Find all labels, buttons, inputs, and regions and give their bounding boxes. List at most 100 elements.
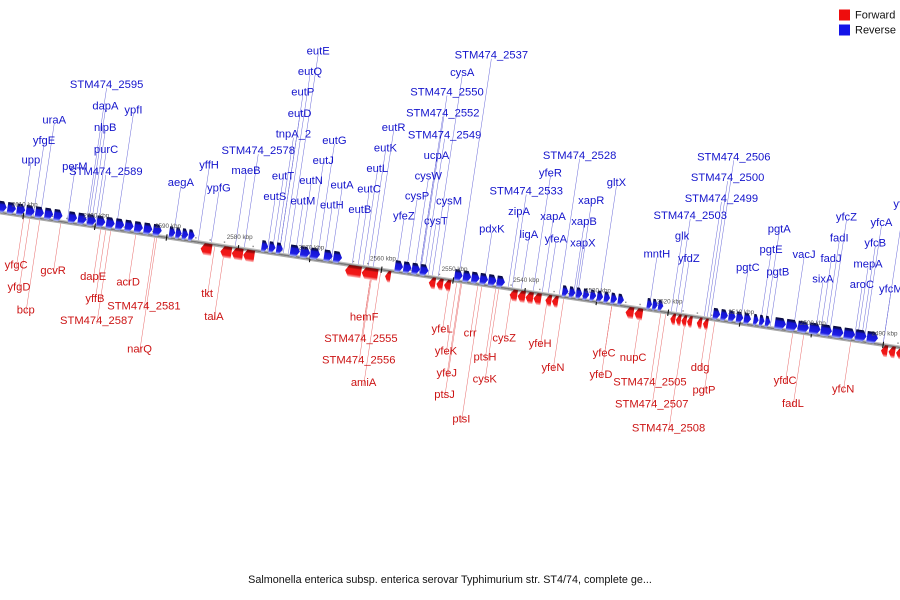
svg-text:STM474_2555: STM474_2555 xyxy=(324,333,397,345)
svg-text:pgtP: pgtP xyxy=(692,384,715,396)
svg-text:ptsI: ptsI xyxy=(452,413,470,425)
svg-text:sixA: sixA xyxy=(812,273,834,285)
svg-text:2560 kbp: 2560 kbp xyxy=(370,255,396,262)
svg-text:STM474_2506: STM474_2506 xyxy=(697,151,770,163)
svg-text:eutA: eutA xyxy=(331,179,355,191)
svg-text:pgtC: pgtC xyxy=(736,262,760,274)
svg-text:talA: talA xyxy=(204,311,224,323)
svg-text:2520 kbp: 2520 kbp xyxy=(657,298,683,305)
svg-text:yfeR: yfeR xyxy=(539,167,562,179)
svg-text:STM474_2499: STM474_2499 xyxy=(685,193,758,205)
svg-text:eutN: eutN xyxy=(299,175,323,187)
svg-text:purC: purC xyxy=(94,144,118,156)
svg-text:cysK: cysK xyxy=(473,373,498,385)
svg-text:xapR: xapR xyxy=(578,195,604,207)
svg-text:ptsH: ptsH xyxy=(473,352,496,364)
svg-text:eutG: eutG xyxy=(322,135,346,147)
svg-text:cysA: cysA xyxy=(450,67,475,79)
svg-text:narQ: narQ xyxy=(127,343,152,355)
svg-text:cysW: cysW xyxy=(415,171,443,183)
svg-text:ligA: ligA xyxy=(520,229,539,241)
svg-text:uraA: uraA xyxy=(42,115,66,127)
svg-text:ddg: ddg xyxy=(691,362,710,374)
svg-text:STM474_2581: STM474_2581 xyxy=(107,300,180,312)
svg-text:yfcA: yfcA xyxy=(871,217,893,229)
svg-text:STM474_2556: STM474_2556 xyxy=(322,354,395,366)
svg-text:yfcB: yfcB xyxy=(864,238,886,250)
svg-text:2600 kbp: 2600 kbp xyxy=(83,212,109,219)
svg-text:fadL: fadL xyxy=(782,398,804,410)
svg-text:STM474_2578: STM474_2578 xyxy=(222,145,295,157)
svg-text:ptsJ: ptsJ xyxy=(434,389,455,401)
svg-text:mntH: mntH xyxy=(643,248,670,260)
svg-text:STM474_2503: STM474_2503 xyxy=(654,210,727,222)
svg-text:cysT: cysT xyxy=(424,215,448,227)
svg-text:2590 kbp: 2590 kbp xyxy=(155,223,181,230)
svg-text:yfgD: yfgD xyxy=(7,282,30,294)
svg-text:yfcN: yfcN xyxy=(832,384,854,396)
svg-text:pgtA: pgtA xyxy=(768,223,792,235)
svg-text:yfeH: yfeH xyxy=(529,338,552,350)
svg-text:ucpA: ucpA xyxy=(424,150,450,162)
svg-text:eutC: eutC xyxy=(357,184,381,196)
svg-text:maeB: maeB xyxy=(231,165,260,177)
svg-text:dapE: dapE xyxy=(80,271,106,283)
svg-text:pdxK: pdxK xyxy=(479,224,505,236)
svg-text:yfdZ: yfdZ xyxy=(678,253,700,265)
svg-text:eutL: eutL xyxy=(366,163,388,175)
svg-text:ypfI: ypfI xyxy=(124,105,142,117)
svg-text:aegA: aegA xyxy=(168,177,195,189)
svg-text:STM474_2508: STM474_2508 xyxy=(632,423,705,435)
svg-text:yfeK: yfeK xyxy=(435,346,458,358)
svg-text:yfeN: yfeN xyxy=(541,362,564,374)
svg-text:yfcM: yfcM xyxy=(879,284,900,296)
svg-text:eutD: eutD xyxy=(288,108,312,120)
svg-text:Forward: Forward xyxy=(855,10,895,22)
svg-text:STM474_2587: STM474_2587 xyxy=(60,315,133,327)
svg-text:nupC: nupC xyxy=(620,352,647,364)
svg-text:Salmonella enterica subsp. ent: Salmonella enterica subsp. enterica sero… xyxy=(248,574,652,586)
svg-text:yfeL: yfeL xyxy=(432,323,453,335)
svg-text:gltX: gltX xyxy=(607,177,627,189)
svg-text:2530 kbp: 2530 kbp xyxy=(585,288,611,295)
svg-text:fadJ: fadJ xyxy=(820,253,841,265)
svg-text:eutB: eutB xyxy=(348,204,371,216)
svg-text:2490 kbp: 2490 kbp xyxy=(872,331,898,338)
svg-text:yffB: yffB xyxy=(85,293,104,305)
svg-text:STM474_2505: STM474_2505 xyxy=(613,376,686,388)
svg-text:yfeJ: yfeJ xyxy=(436,368,457,380)
svg-text:cysP: cysP xyxy=(405,191,429,203)
svg-text:eutS: eutS xyxy=(263,191,286,203)
svg-text:yfgE: yfgE xyxy=(33,135,55,147)
svg-text:yfeA: yfeA xyxy=(545,233,568,245)
svg-text:pgtE: pgtE xyxy=(760,244,783,256)
svg-text:STM474_2589: STM474_2589 xyxy=(69,166,142,178)
svg-text:zipA: zipA xyxy=(508,206,530,218)
svg-text:cysM: cysM xyxy=(436,196,462,208)
svg-text:dapA: dapA xyxy=(92,101,119,113)
svg-text:STM474_2595: STM474_2595 xyxy=(70,79,143,91)
svg-text:STM474_2552: STM474_2552 xyxy=(406,108,479,120)
svg-text:2550 kbp: 2550 kbp xyxy=(442,266,468,273)
svg-text:tkt: tkt xyxy=(201,288,214,300)
svg-text:xapB: xapB xyxy=(571,216,597,228)
svg-text:eutE: eutE xyxy=(307,45,330,57)
svg-text:fadI: fadI xyxy=(830,232,849,244)
svg-text:yfeC: yfeC xyxy=(593,348,616,360)
svg-text:acrD: acrD xyxy=(116,276,140,288)
svg-text:2570 kbp: 2570 kbp xyxy=(298,245,324,252)
svg-text:eutT: eutT xyxy=(272,171,295,183)
svg-text:bcp: bcp xyxy=(17,304,35,316)
svg-text:glk: glk xyxy=(675,230,690,242)
svg-text:2610 kbp: 2610 kbp xyxy=(12,202,38,209)
svg-text:STM474_2528: STM474_2528 xyxy=(543,150,616,162)
svg-text:eutQ: eutQ xyxy=(298,66,323,78)
svg-text:crr: crr xyxy=(464,328,477,340)
svg-text:nlpB: nlpB xyxy=(94,122,116,134)
svg-text:yfcZ: yfcZ xyxy=(836,212,857,224)
svg-text:2580 kbp: 2580 kbp xyxy=(227,234,253,241)
svg-text:2510 kbp: 2510 kbp xyxy=(728,309,754,316)
svg-text:eutJ: eutJ xyxy=(313,155,334,167)
svg-text:Reverse: Reverse xyxy=(855,25,896,37)
svg-text:STM474_2507: STM474_2507 xyxy=(615,398,688,410)
